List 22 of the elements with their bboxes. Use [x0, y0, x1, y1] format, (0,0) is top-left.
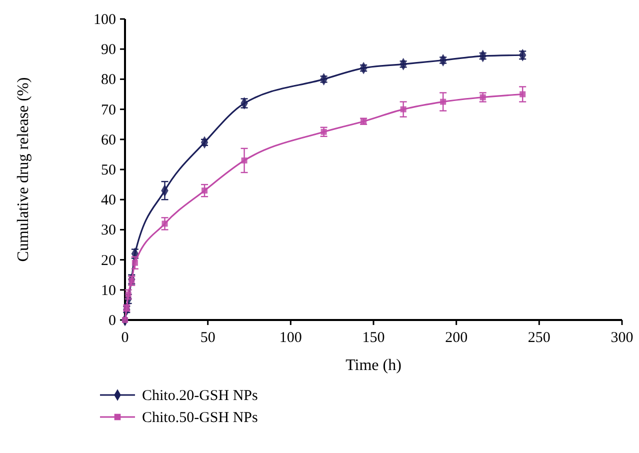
x-tick-label: 0 [121, 330, 129, 346]
y-tick-label: 40 [101, 192, 116, 209]
x-tick-label: 250 [528, 330, 550, 346]
legend-label: Chito.20-GSH NPs [142, 388, 258, 404]
x-tick-label: 200 [445, 330, 468, 346]
y-tick-label: 0 [108, 313, 116, 329]
y-axis-title: Cumulative drug release (%) [15, 77, 32, 262]
x-axis-title: Time (h) [346, 357, 402, 374]
y-tick-label: 50 [101, 162, 116, 178]
x-tick-label: 150 [362, 330, 385, 346]
y-tick-label: 60 [101, 132, 116, 148]
x-tick-label: 50 [200, 330, 216, 346]
y-tick-label: 20 [101, 252, 116, 269]
y-tick-label: 30 [101, 222, 116, 239]
y-tick-label: 10 [101, 282, 116, 299]
y-tick-label: 90 [101, 42, 116, 58]
legend-label: Chito.50-GSH NPs [142, 410, 258, 426]
y-tick-label: 80 [101, 72, 116, 88]
x-tick-label: 100 [279, 330, 302, 346]
x-tick-label: 300 [610, 330, 634, 346]
y-tick-label: 100 [94, 12, 116, 28]
y-tick-label: 70 [101, 102, 116, 118]
